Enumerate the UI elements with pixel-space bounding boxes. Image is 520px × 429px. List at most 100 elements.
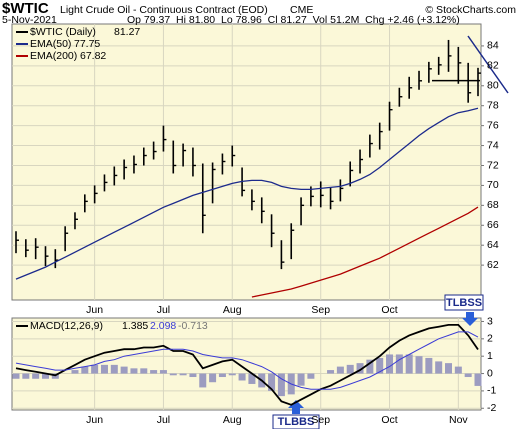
x-tick-label: Jun: [86, 304, 103, 316]
quote: Op 79.37 Hi 81.80 Lo 78.96 Cl 81.27 Vol …: [127, 14, 460, 26]
histogram-bar: [277, 373, 285, 397]
legend-value: -0.713: [178, 320, 208, 332]
histogram-bar: [415, 356, 423, 374]
histogram-bar: [150, 370, 158, 374]
annotation-box: [444, 294, 484, 311]
annotation: TLBBS: [278, 416, 315, 428]
series-line: [15, 324, 479, 406]
trend-line: [467, 35, 509, 94]
histogram-bar: [395, 354, 403, 374]
histogram-bar: [376, 357, 384, 374]
y-tick-label: 70: [487, 179, 499, 191]
histogram-bar: [386, 354, 394, 374]
description: Light Crude Oil - Continuous Contract (E…: [60, 4, 268, 16]
x-tick-label: Sep: [311, 414, 330, 426]
y-tick-label: 78: [487, 99, 499, 111]
histogram-bar: [445, 363, 453, 374]
y-tick-label: 0: [487, 367, 493, 379]
arrow-up: [288, 400, 304, 414]
source: © StockCharts.com: [425, 4, 516, 16]
x-tick-label: Jul: [157, 414, 170, 426]
date: 5-Nov-2021: [2, 14, 57, 26]
legend-label: MACD(12,26,9): [30, 320, 103, 332]
series-line: [251, 206, 479, 298]
x-tick-label: Nov: [449, 414, 468, 426]
histogram-bar: [435, 361, 443, 374]
y-tick-label: -2: [487, 402, 496, 414]
y-tick-label: 72: [487, 159, 499, 171]
histogram-bar: [32, 373, 40, 379]
histogram-bar: [248, 373, 256, 384]
histogram-bar: [179, 373, 187, 376]
x-tick-label: Aug: [223, 304, 242, 316]
histogram-bar: [71, 370, 79, 374]
histogram-bar: [22, 373, 30, 379]
y-tick-label: 62: [487, 259, 499, 271]
y-tick-label: -1: [487, 385, 496, 397]
legend-label: EMA(200): [30, 50, 77, 62]
histogram-bar: [238, 373, 246, 381]
y-tick-label: 66: [487, 219, 499, 231]
legend-label: $WTIC (Daily): [30, 26, 96, 38]
histogram-bar: [199, 373, 207, 388]
y-tick-label: 84: [487, 40, 499, 52]
histogram-bar: [268, 373, 276, 391]
histogram-bar: [130, 368, 138, 374]
histogram-bar: [297, 373, 305, 386]
symbol: $WTIC: [2, 0, 49, 17]
exchange: CME: [290, 4, 313, 16]
histogram-bar: [327, 370, 335, 374]
histogram-bar: [474, 373, 482, 386]
x-tick-label: Aug: [223, 414, 242, 426]
y-tick-label: 68: [487, 199, 499, 211]
y-tick-label: 74: [487, 139, 499, 151]
histogram-bar: [405, 354, 413, 374]
y-tick-label: 76: [487, 119, 499, 131]
legend-label: EMA(50): [30, 38, 71, 50]
y-tick-label: 80: [487, 80, 499, 92]
legend-value: 81.27: [114, 26, 140, 38]
histogram-bar: [346, 364, 354, 374]
y-tick-label: 1: [487, 350, 493, 362]
histogram-bar: [454, 366, 462, 374]
arrow-down: [462, 312, 478, 326]
x-tick-label: Sep: [311, 304, 330, 316]
histogram-bar: [100, 364, 108, 374]
y-tick-label: 2: [487, 333, 493, 345]
histogram-bar: [228, 373, 236, 376]
histogram-bar: [366, 359, 374, 374]
price-panel: [11, 23, 482, 301]
legend-value: 67.82: [80, 50, 106, 62]
histogram-bar: [12, 373, 20, 379]
histogram-bar: [356, 363, 364, 374]
histogram-bar: [41, 373, 49, 379]
x-tick-label: Oct: [381, 304, 397, 316]
legend-value: 2.098: [150, 320, 176, 332]
histogram-bar: [169, 373, 177, 376]
legend-value: 77.75: [74, 38, 100, 50]
y-tick-label: 82: [487, 60, 499, 72]
histogram-bar: [159, 370, 167, 374]
histogram-bar: [209, 373, 217, 383]
histogram-bar: [110, 364, 118, 374]
histogram-bar: [425, 357, 433, 374]
series-line: [15, 331, 479, 390]
y-tick-label: 64: [487, 239, 499, 251]
y-tick-label: 3: [487, 315, 493, 327]
histogram-bar: [307, 373, 315, 379]
histogram-bar: [189, 373, 197, 378]
histogram-bar: [91, 364, 99, 374]
x-tick-label: Jul: [157, 304, 170, 316]
annotation-box: [272, 414, 320, 429]
histogram-bar: [81, 366, 89, 374]
legend-value: 1.385: [122, 320, 148, 332]
annotation: TLBSS: [446, 297, 482, 309]
histogram-bar: [218, 373, 226, 378]
histogram-bar: [336, 366, 344, 374]
x-tick-label: Oct: [381, 414, 397, 426]
series-line: [15, 107, 479, 280]
histogram-bar: [464, 373, 472, 378]
x-tick-label: Jun: [86, 414, 103, 426]
histogram-bar: [140, 368, 148, 374]
